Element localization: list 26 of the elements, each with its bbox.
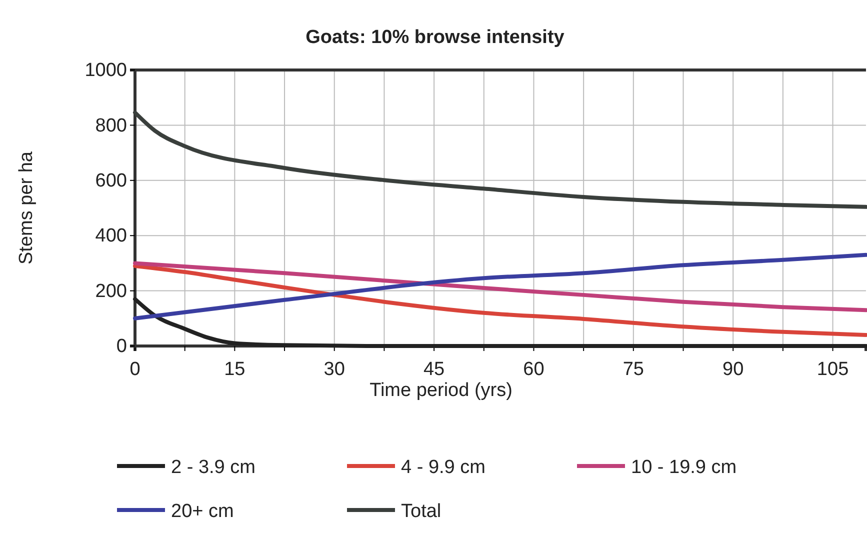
line-series — [133, 297, 867, 348]
x-tick-label: 15 — [224, 358, 246, 380]
x-tick-label: 60 — [523, 358, 544, 380]
legend-label: 2 - 3.9 cm — [171, 457, 256, 478]
legend-label: 10 - 19.9 cm — [631, 457, 737, 478]
y-axis-title: Stems per ha — [16, 151, 37, 264]
line-series — [133, 261, 867, 312]
y-tick-label: 1000 — [84, 60, 127, 82]
y-tick-label: 800 — [95, 115, 127, 136]
legend-label: Total — [401, 501, 442, 522]
chart-title: Goats: 10% browse intensity — [306, 27, 565, 48]
x-tick-label: 105 — [816, 358, 849, 380]
legend-label: 4 - 9.9 cm — [401, 457, 486, 478]
x-tick-label: 45 — [423, 358, 445, 380]
line-series — [133, 252, 867, 320]
x-axis-title: Time period (yrs) — [370, 380, 512, 401]
line-series — [133, 264, 867, 337]
x-tick-label: 90 — [722, 358, 744, 380]
x-tick-label: 30 — [324, 358, 345, 380]
y-tick-label: 400 — [95, 226, 127, 247]
y-tick-label: 200 — [95, 280, 127, 302]
y-tick-label: 600 — [95, 170, 127, 192]
legend-label: 20+ cm — [171, 501, 234, 522]
x-tick-label: 75 — [622, 358, 644, 380]
x-tick-label: 0 — [130, 358, 140, 380]
y-tick-label: 0 — [116, 336, 127, 358]
